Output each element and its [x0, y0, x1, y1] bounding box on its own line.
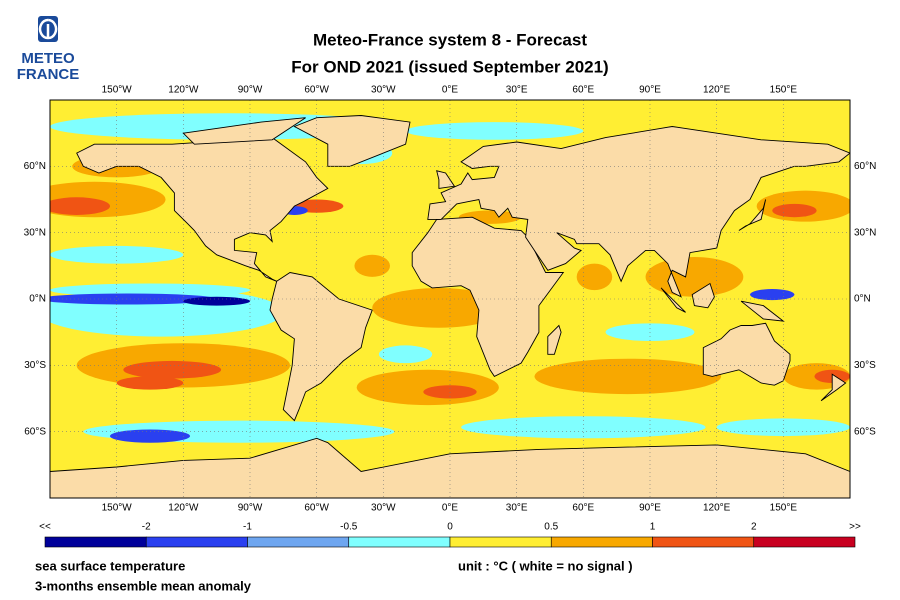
lon-label: 150°E [770, 503, 798, 514]
variable: sea surface temperature [35, 558, 185, 573]
colorbar-label: 2 [751, 522, 757, 533]
land [427, 126, 850, 298]
land [293, 115, 411, 167]
subtitle: For OND 2021 (issued September 2021) [291, 57, 608, 76]
land [740, 300, 785, 322]
lon-label: 90°E [639, 85, 661, 96]
colorbar-label: 0.5 [544, 522, 558, 533]
colorbar: << -2 -1 -0.5 0 0.5 1 2 >> [39, 522, 861, 548]
land [269, 272, 373, 422]
land [738, 199, 767, 231]
lon-label: 60°W [304, 503, 329, 514]
lat-label: 30°S [854, 360, 876, 371]
description: 3-months ensemble mean anomaly [35, 578, 252, 593]
lat-label: 60°N [854, 161, 876, 172]
lon-label: 30°E [506, 85, 528, 96]
colorbar-segment [449, 536, 552, 548]
anomaly-patch [50, 293, 217, 305]
logo-text: METEO [21, 50, 75, 67]
anomaly-patch [645, 256, 744, 297]
unit: unit : °C ( white = no signal ) [458, 558, 633, 573]
anomaly-patch [50, 197, 110, 215]
anomaly-patch [354, 254, 390, 277]
colorbar-segment [652, 536, 755, 548]
colorbar-label: -1 [243, 522, 252, 533]
colorbar-segment [247, 536, 350, 548]
anomaly-patch [750, 289, 795, 301]
anomaly-patch [772, 203, 817, 218]
lon-label: 30°W [371, 503, 396, 514]
map-frame [49, 99, 851, 499]
land [820, 373, 847, 402]
axis-labels: 150°W 150°W 120°W 120°W 90°W 90°W 60°W 60°W 30°W… [24, 85, 877, 514]
colorbar-segment [348, 536, 451, 548]
lon-label: 120°W [168, 85, 199, 96]
colorbar-segment [550, 536, 653, 548]
colorbar-label: -0.5 [340, 522, 358, 533]
lat-label: 30°S [24, 360, 46, 371]
lon-label: 90°E [639, 503, 661, 514]
anomaly-patch [716, 418, 850, 437]
lon-label: 60°E [572, 85, 594, 96]
logo-text: FRANCE [17, 66, 80, 83]
lon-label: 150°W [102, 85, 133, 96]
logo-symbol [38, 18, 58, 40]
colorbar-label: -2 [142, 522, 151, 533]
colorbar-label: 1 [650, 522, 656, 533]
lat-label: 30°N [24, 227, 46, 238]
lat-label: 0°N [29, 294, 46, 305]
land [660, 287, 686, 313]
title: Meteo-France system 8 - Forecast [313, 30, 587, 49]
lon-label: 120°E [703, 503, 731, 514]
lon-label: 60°W [304, 85, 329, 96]
land [547, 324, 562, 355]
land [691, 282, 715, 309]
lon-label: 120°E [703, 85, 731, 96]
colorbar-label: << [39, 522, 51, 533]
anomaly-patch [378, 345, 433, 364]
anomaly-patch [110, 429, 190, 443]
anomaly-patch [461, 416, 706, 439]
colorbar-segment [44, 536, 147, 548]
anomaly-patch [356, 369, 499, 406]
map [50, 100, 850, 498]
colorbar-segment [145, 536, 248, 548]
lat-label: 60°S [24, 426, 46, 437]
anomaly-patch [423, 385, 477, 399]
logo: METEO FRANCE [17, 16, 80, 83]
lon-label: 30°E [506, 503, 528, 514]
anomaly-patch [534, 358, 722, 395]
anomaly-patch [405, 122, 584, 140]
land [76, 137, 329, 282]
lon-label: 120°W [168, 503, 199, 514]
lon-label: 0°E [442, 503, 459, 514]
anomaly-patch [123, 360, 222, 379]
colorbar-label: 0 [447, 522, 453, 533]
lon-label: 60°E [572, 503, 594, 514]
lon-label: 90°W [238, 503, 263, 514]
anomaly-patch [50, 245, 184, 264]
anomaly-patch [372, 287, 506, 328]
lon-label: 150°W [102, 503, 133, 514]
lat-label: 60°S [854, 426, 876, 437]
lat-label: 60°N [24, 161, 46, 172]
land [182, 117, 306, 145]
lat-label: 30°N [854, 227, 876, 238]
lat-label: 0°N [854, 294, 871, 305]
anomaly-patch [576, 263, 613, 291]
lon-label: 0°E [442, 85, 459, 96]
anomaly-patch [50, 283, 250, 297]
anomaly-patch [116, 376, 184, 390]
anomaly-patch [183, 296, 250, 306]
lon-label: 90°W [238, 85, 263, 96]
lon-label: 150°E [770, 85, 798, 96]
lon-label: 30°W [371, 85, 396, 96]
colorbar-label: >> [849, 522, 861, 533]
land [702, 322, 791, 386]
colorbar-segment [753, 536, 856, 548]
